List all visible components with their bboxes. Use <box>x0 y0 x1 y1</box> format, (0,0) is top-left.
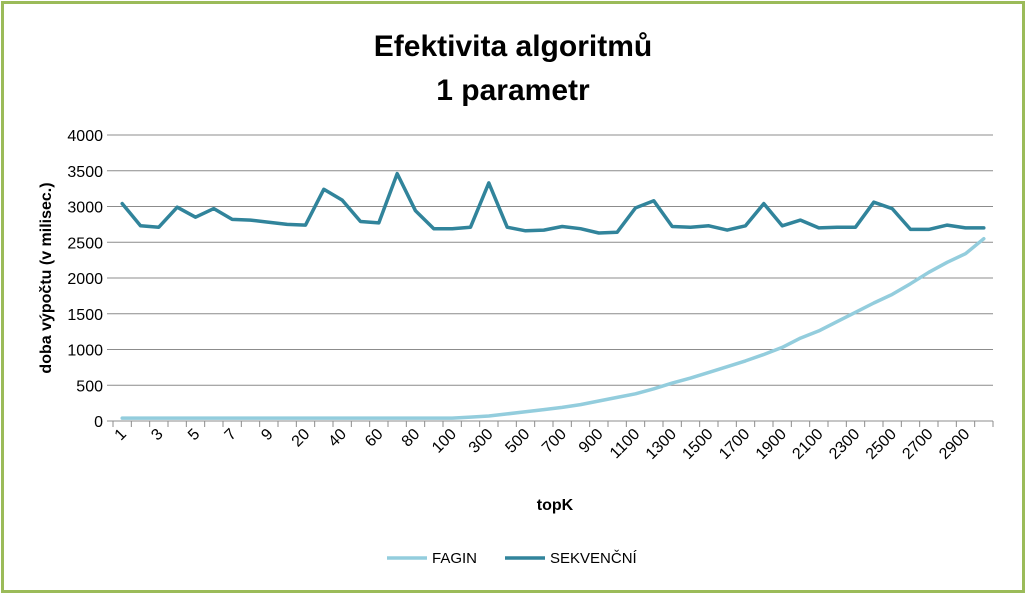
series-line-sekven-n- <box>120 171 986 235</box>
y-tick-label: 2500 <box>67 235 103 252</box>
x-tick-label: 40 <box>325 426 350 451</box>
x-axis-ticks: 1 3 5 7 9 20 40 60 80 100 300 500 700 900 1100 1300 1500… <box>112 426 974 463</box>
y-tick-label: 4000 <box>67 128 103 145</box>
x-tick-label: 700 <box>539 426 570 457</box>
y-tick-label: 3500 <box>67 164 103 181</box>
x-tick-label: 5 <box>185 426 203 444</box>
legend: FAGIN SEKVENČNÍ <box>387 550 638 567</box>
x-tick-label: 1900 <box>753 426 790 463</box>
x-tick-label: 1300 <box>643 426 680 463</box>
y-tick-label: 1000 <box>67 343 103 360</box>
legend-label: FAGIN <box>432 550 477 567</box>
x-tick-label: 20 <box>289 426 314 451</box>
x-tick-label: 2900 <box>936 426 973 463</box>
x-tick-label: 2500 <box>863 426 900 463</box>
x-tick-label: 1100 <box>607 426 643 462</box>
y-axis-label: doba výpočtu (v milisec.) <box>38 182 55 373</box>
series-lines <box>120 171 986 420</box>
y-tick-label: 1500 <box>67 307 103 324</box>
y-tick-label: 2000 <box>67 271 103 288</box>
x-tick-label: 2100 <box>789 426 826 463</box>
y-tick-label: 0 <box>94 414 103 431</box>
legend-label: SEKVENČNÍ <box>550 550 638 567</box>
y-axis-ticks: 0 500 1000 1500 2000 2500 3000 3500 4000 <box>67 128 103 431</box>
x-tick-label: 100 <box>429 426 460 457</box>
x-tick-label: 1500 <box>679 426 716 463</box>
y-tick-label: 500 <box>76 378 103 395</box>
x-tick-label: 500 <box>502 426 533 457</box>
x-tick-label: 60 <box>362 426 387 451</box>
x-tick-label: 1700 <box>716 426 753 463</box>
x-tick-label: 9 <box>258 426 276 444</box>
x-tick-label: 900 <box>576 426 607 457</box>
gridlines <box>107 134 994 427</box>
series-line-fagin <box>120 236 986 420</box>
x-tick-label: 3 <box>148 426 166 444</box>
x-tick-label: 1 <box>112 426 130 444</box>
x-tick-label: 7 <box>222 426 240 444</box>
x-axis-label: topK <box>537 497 574 514</box>
chart-title-line-2: 1 parametr <box>436 74 590 107</box>
x-tick-label: 2700 <box>899 426 936 463</box>
x-tick-label: 300 <box>466 426 497 457</box>
x-tick-label: 2300 <box>826 426 863 463</box>
y-tick-label: 3000 <box>67 200 103 217</box>
x-tick-label: 80 <box>399 426 424 451</box>
chart-title-line-1: Efektivita algoritmů <box>374 30 652 63</box>
